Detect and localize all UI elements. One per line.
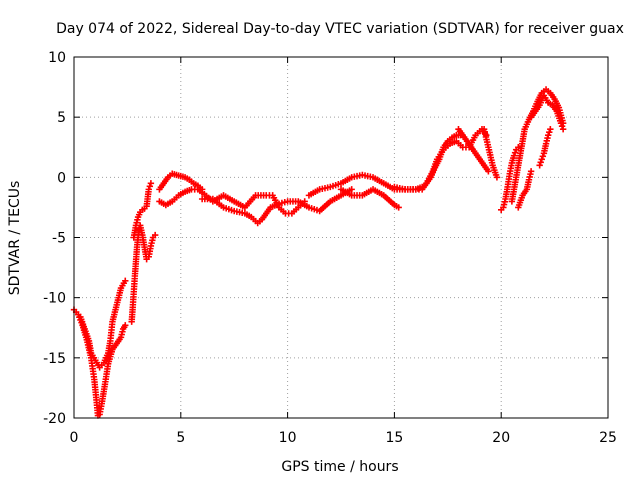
y-tick-label: -20 [43, 411, 66, 427]
data-point [544, 132, 552, 139]
y-axis-label: SDTVAR / TECUs [7, 181, 23, 296]
y-tick-label: -5 [52, 231, 66, 247]
data-point [485, 168, 492, 175]
data-point [395, 204, 402, 211]
data-point [510, 152, 518, 159]
data-point [493, 174, 501, 181]
data-point [122, 277, 129, 285]
axes-layer: 0 5 10 15 20 25 -20 -15 -10 -5 0 5 10 [43, 50, 617, 446]
y-tick-label: 0 [57, 170, 66, 186]
data-point [146, 183, 154, 190]
x-tick-label: 5 [176, 430, 185, 446]
data-point [145, 186, 152, 193]
x-tick-label: 15 [385, 430, 403, 446]
data-point [547, 126, 554, 133]
x-tick-label: 10 [279, 430, 297, 446]
data-point [536, 162, 543, 169]
x-tick-label: 0 [70, 430, 79, 446]
chart-title: Day 074 of 2022, Sidereal Day-to-day VTE… [56, 21, 624, 37]
plot-frame [73, 56, 609, 419]
x-tick-label: 25 [599, 430, 617, 446]
data-point [151, 231, 159, 239]
y-tick-label: -15 [43, 351, 66, 367]
data-point [511, 149, 519, 156]
data-point [122, 322, 129, 329]
data-point [527, 168, 535, 175]
data-point [147, 180, 155, 187]
data-point [557, 119, 565, 127]
data-point [546, 129, 553, 136]
data-point [515, 144, 522, 151]
data-point [558, 122, 566, 130]
y-tick-label: 5 [57, 110, 66, 126]
data-point [348, 186, 355, 193]
points-layer [70, 86, 567, 419]
x-axis-label: GPS time / hours [281, 459, 398, 475]
data-point [539, 153, 547, 160]
y-tick-label: 10 [48, 50, 66, 66]
data-point [538, 156, 545, 163]
y-tick-label: -10 [43, 291, 66, 307]
data-point [537, 159, 544, 166]
x-tick-label: 20 [492, 430, 510, 446]
data-point [559, 126, 567, 133]
